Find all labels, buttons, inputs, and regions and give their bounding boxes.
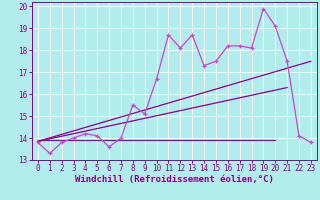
X-axis label: Windchill (Refroidissement éolien,°C): Windchill (Refroidissement éolien,°C) — [75, 175, 274, 184]
